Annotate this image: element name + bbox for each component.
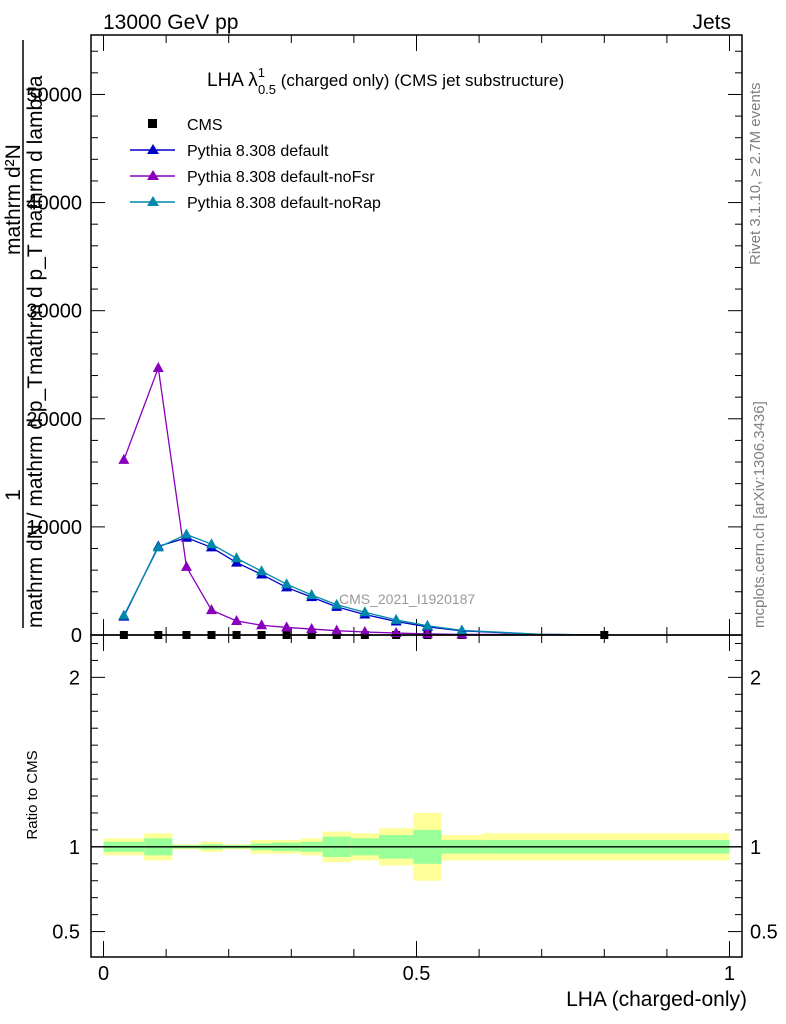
series-marker-2 xyxy=(180,560,192,571)
ratio-plot-frame xyxy=(90,634,743,958)
plot-title: LHA λ1 0.5 (charged only) (CMS jet substr… xyxy=(207,65,564,97)
y-tick-label: 20000 xyxy=(26,409,82,431)
y-tick-label: 30000 xyxy=(26,301,82,323)
legend-nofsr-marker xyxy=(147,170,159,180)
legend-default-label: Pythia 8.308 default xyxy=(187,143,329,160)
y-tick-label: 50000 xyxy=(26,84,82,106)
legend-cms-marker xyxy=(148,119,157,128)
ratio-tick-label-left: 0.5 xyxy=(52,922,80,944)
y-axis-title-overlap-line2: mathrm d p_T mathrm d lambda xyxy=(24,75,47,375)
ratio-tick-label-right: 1 xyxy=(750,837,761,859)
legend-cms-label: CMS xyxy=(187,117,223,134)
series-marker-3 xyxy=(231,552,243,563)
ratio-tick-label-left: 1 xyxy=(69,837,80,859)
series-marker-2 xyxy=(256,619,268,630)
series-marker-2 xyxy=(359,625,371,636)
series-marker-2 xyxy=(118,453,130,464)
series-marker-3 xyxy=(390,613,402,624)
ratio-tick-label-right: 0.5 xyxy=(750,922,778,944)
x-axis-title: LHA (charged-only) xyxy=(566,988,747,1011)
series-line-3 xyxy=(123,533,462,631)
series-marker-3 xyxy=(118,609,130,620)
y-axis-title-denominator: mathrm dN / mathrm d p_T xyxy=(24,376,47,628)
y-tick-label: 10000 xyxy=(26,517,82,539)
main-axes: 0 10000 20000 30000 40000 50000 0 0.5 1 xyxy=(26,35,742,985)
y-tick-label: 0 xyxy=(71,625,82,647)
legend-norap-label: Pythia 8.308 default-noRap xyxy=(187,195,381,212)
series-marker-3 xyxy=(205,538,217,549)
series-marker-2 xyxy=(331,624,343,635)
y-axis-title-numerator: 1 xyxy=(2,489,25,501)
series-marker-3 xyxy=(331,598,343,609)
ratio-y-axis-title: Ratio to CMS xyxy=(24,750,41,839)
analysis-watermark: CMS_2021_I1920187 xyxy=(339,591,475,607)
plot-title-sub: 0.5 xyxy=(258,82,276,97)
legend-norap-marker xyxy=(147,196,159,206)
series-marker-3 xyxy=(421,619,433,630)
x-tick-label: 0 xyxy=(98,963,109,985)
series-line-1 xyxy=(123,537,462,632)
series-marker-3 xyxy=(456,624,468,635)
legend: CMS Pythia 8.308 default Pythia 8.308 de… xyxy=(130,117,381,212)
ratio-bands xyxy=(91,812,742,881)
y-axis-title: 1 mathrm dN / mathrm d p_T mathrm d²N ma… xyxy=(2,40,47,628)
series-marker-2 xyxy=(281,621,293,632)
legend-nofsr-label: Pythia 8.308 default-noFsr xyxy=(187,169,375,186)
series-marker-3 xyxy=(180,528,192,539)
y-axis-title-overlap-line1: mathrm d²N xyxy=(2,144,25,255)
series-marker-2 xyxy=(205,604,217,615)
series-marker-3 xyxy=(359,606,371,617)
plot-title-sup: 1 xyxy=(258,65,265,80)
y-tick-label: 40000 xyxy=(26,193,82,215)
series-marker-2 xyxy=(231,614,243,625)
plot-title-main: LHA λ xyxy=(207,70,258,91)
mcplots-label: mcplots.cern.ch [arXiv:1306.3436] xyxy=(751,401,768,628)
series-marker-3 xyxy=(306,589,318,599)
series-marker-3 xyxy=(256,565,268,576)
ratio-tick-label-left: 2 xyxy=(69,667,80,689)
header-jets: Jets xyxy=(692,11,731,34)
ratio-tick-label-right: 2 xyxy=(750,667,761,689)
ratio-axes: 0.5 0.5 1 1 2 2 xyxy=(52,642,778,944)
plot-title-rest: (charged only) (CMS jet substructure) xyxy=(276,71,564,90)
x-tick-label: 1 xyxy=(724,963,735,985)
legend-default-marker xyxy=(147,144,159,154)
series-marker-3 xyxy=(281,578,293,589)
x-tick-label: 0.5 xyxy=(403,963,431,985)
series-marker-2 xyxy=(152,361,164,372)
series-marker-2 xyxy=(306,623,318,634)
series-marker-3 xyxy=(152,541,164,552)
rivet-label: Rivet 3.1.10, ≥ 2.7M events xyxy=(747,83,764,266)
header-energy: 13000 GeV pp xyxy=(103,11,238,34)
